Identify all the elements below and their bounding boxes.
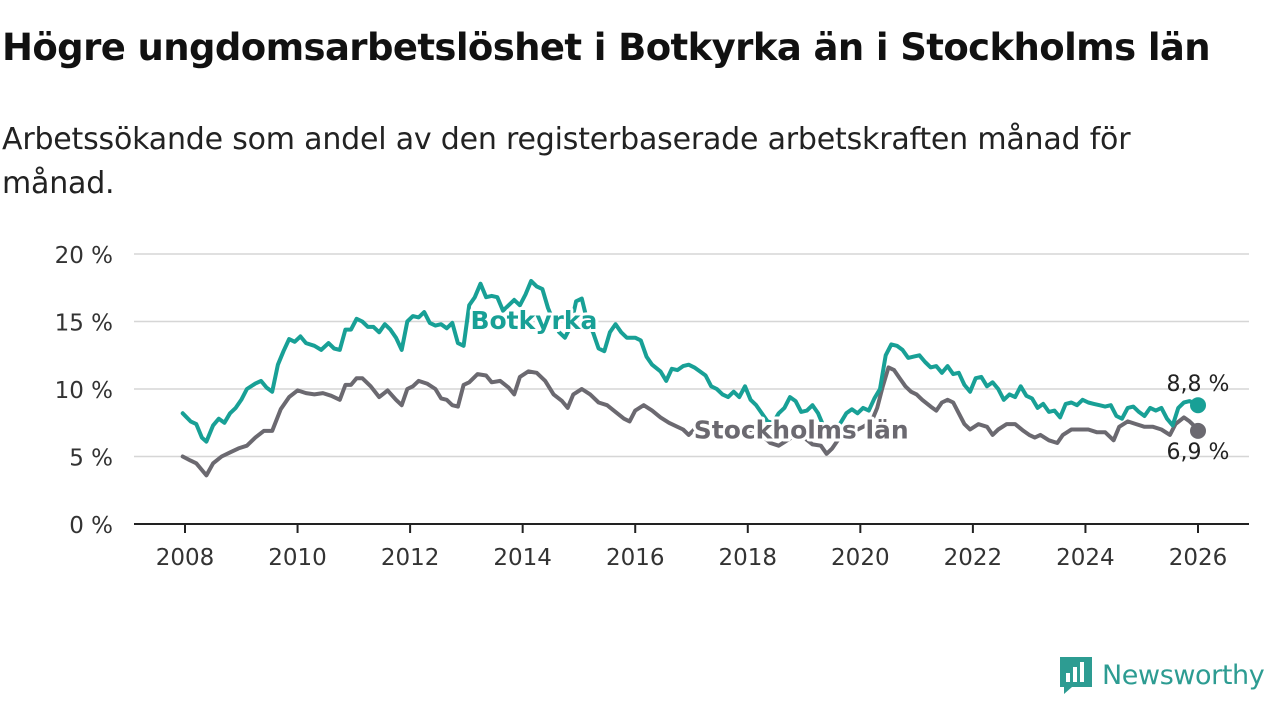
x-tick-label-2012: 2012 [381, 545, 440, 571]
newsworthy-chart-icon [1060, 657, 1092, 694]
y-axis-ticks: 0 % 5 % 10 % 15 % 20 % [55, 243, 113, 539]
x-axis-ticks: 2008 2010 2012 2014 2016 2018 2020 2022 2024 2026 [156, 524, 1228, 571]
y-tick-label-20: 20 % [55, 243, 113, 269]
gridlines [134, 253, 1249, 458]
series-line-botkyrka [180, 279, 1200, 444]
x-tick-label-2024: 2024 [1056, 545, 1115, 571]
end-value-label-stockholms-lan: 6,9 % [1167, 440, 1230, 465]
brand-name: Newsworthy [1102, 659, 1265, 691]
x-tick-label-2026: 2026 [1169, 545, 1228, 571]
y-tick-label-10: 10 % [55, 378, 113, 404]
x-tick-label-2008: 2008 [156, 545, 215, 571]
chart-subtitle: Arbetssökande som andel av den registerb… [2, 122, 1131, 201]
x-tick-label-2014: 2014 [493, 545, 552, 571]
series-lines [180, 279, 1206, 478]
series-name-label-botkyrka: Botkyrka [470, 306, 597, 335]
y-tick-label-5: 5 % [69, 446, 113, 472]
x-tick-label-2022: 2022 [944, 545, 1003, 571]
series-labels: 8,8 % 6,9 % Botkyrka Stockholms län [467, 303, 1230, 465]
end-value-label-botkyrka: 8,8 % [1167, 372, 1230, 397]
x-tick-label-2018: 2018 [719, 545, 778, 571]
newsworthy-logo[interactable]: Newsworthy [1058, 654, 1265, 696]
series-end-point-botkyrka [1190, 397, 1206, 414]
series-name-label-stockholms-lan: Stockholms län [694, 416, 909, 445]
x-tick-label-2010: 2010 [268, 545, 327, 571]
x-tick-label-2016: 2016 [606, 545, 665, 571]
y-tick-label-15: 15 % [55, 311, 113, 337]
x-tick-label-2020: 2020 [831, 545, 890, 571]
chart-title: Högre ungdomsarbetslöshet i Botkyrka än … [2, 26, 1211, 69]
y-tick-label-0: 0 % [69, 513, 113, 539]
series-line-stockholms-lan [180, 365, 1200, 478]
series-end-point-stockholms-lan [1190, 422, 1206, 439]
